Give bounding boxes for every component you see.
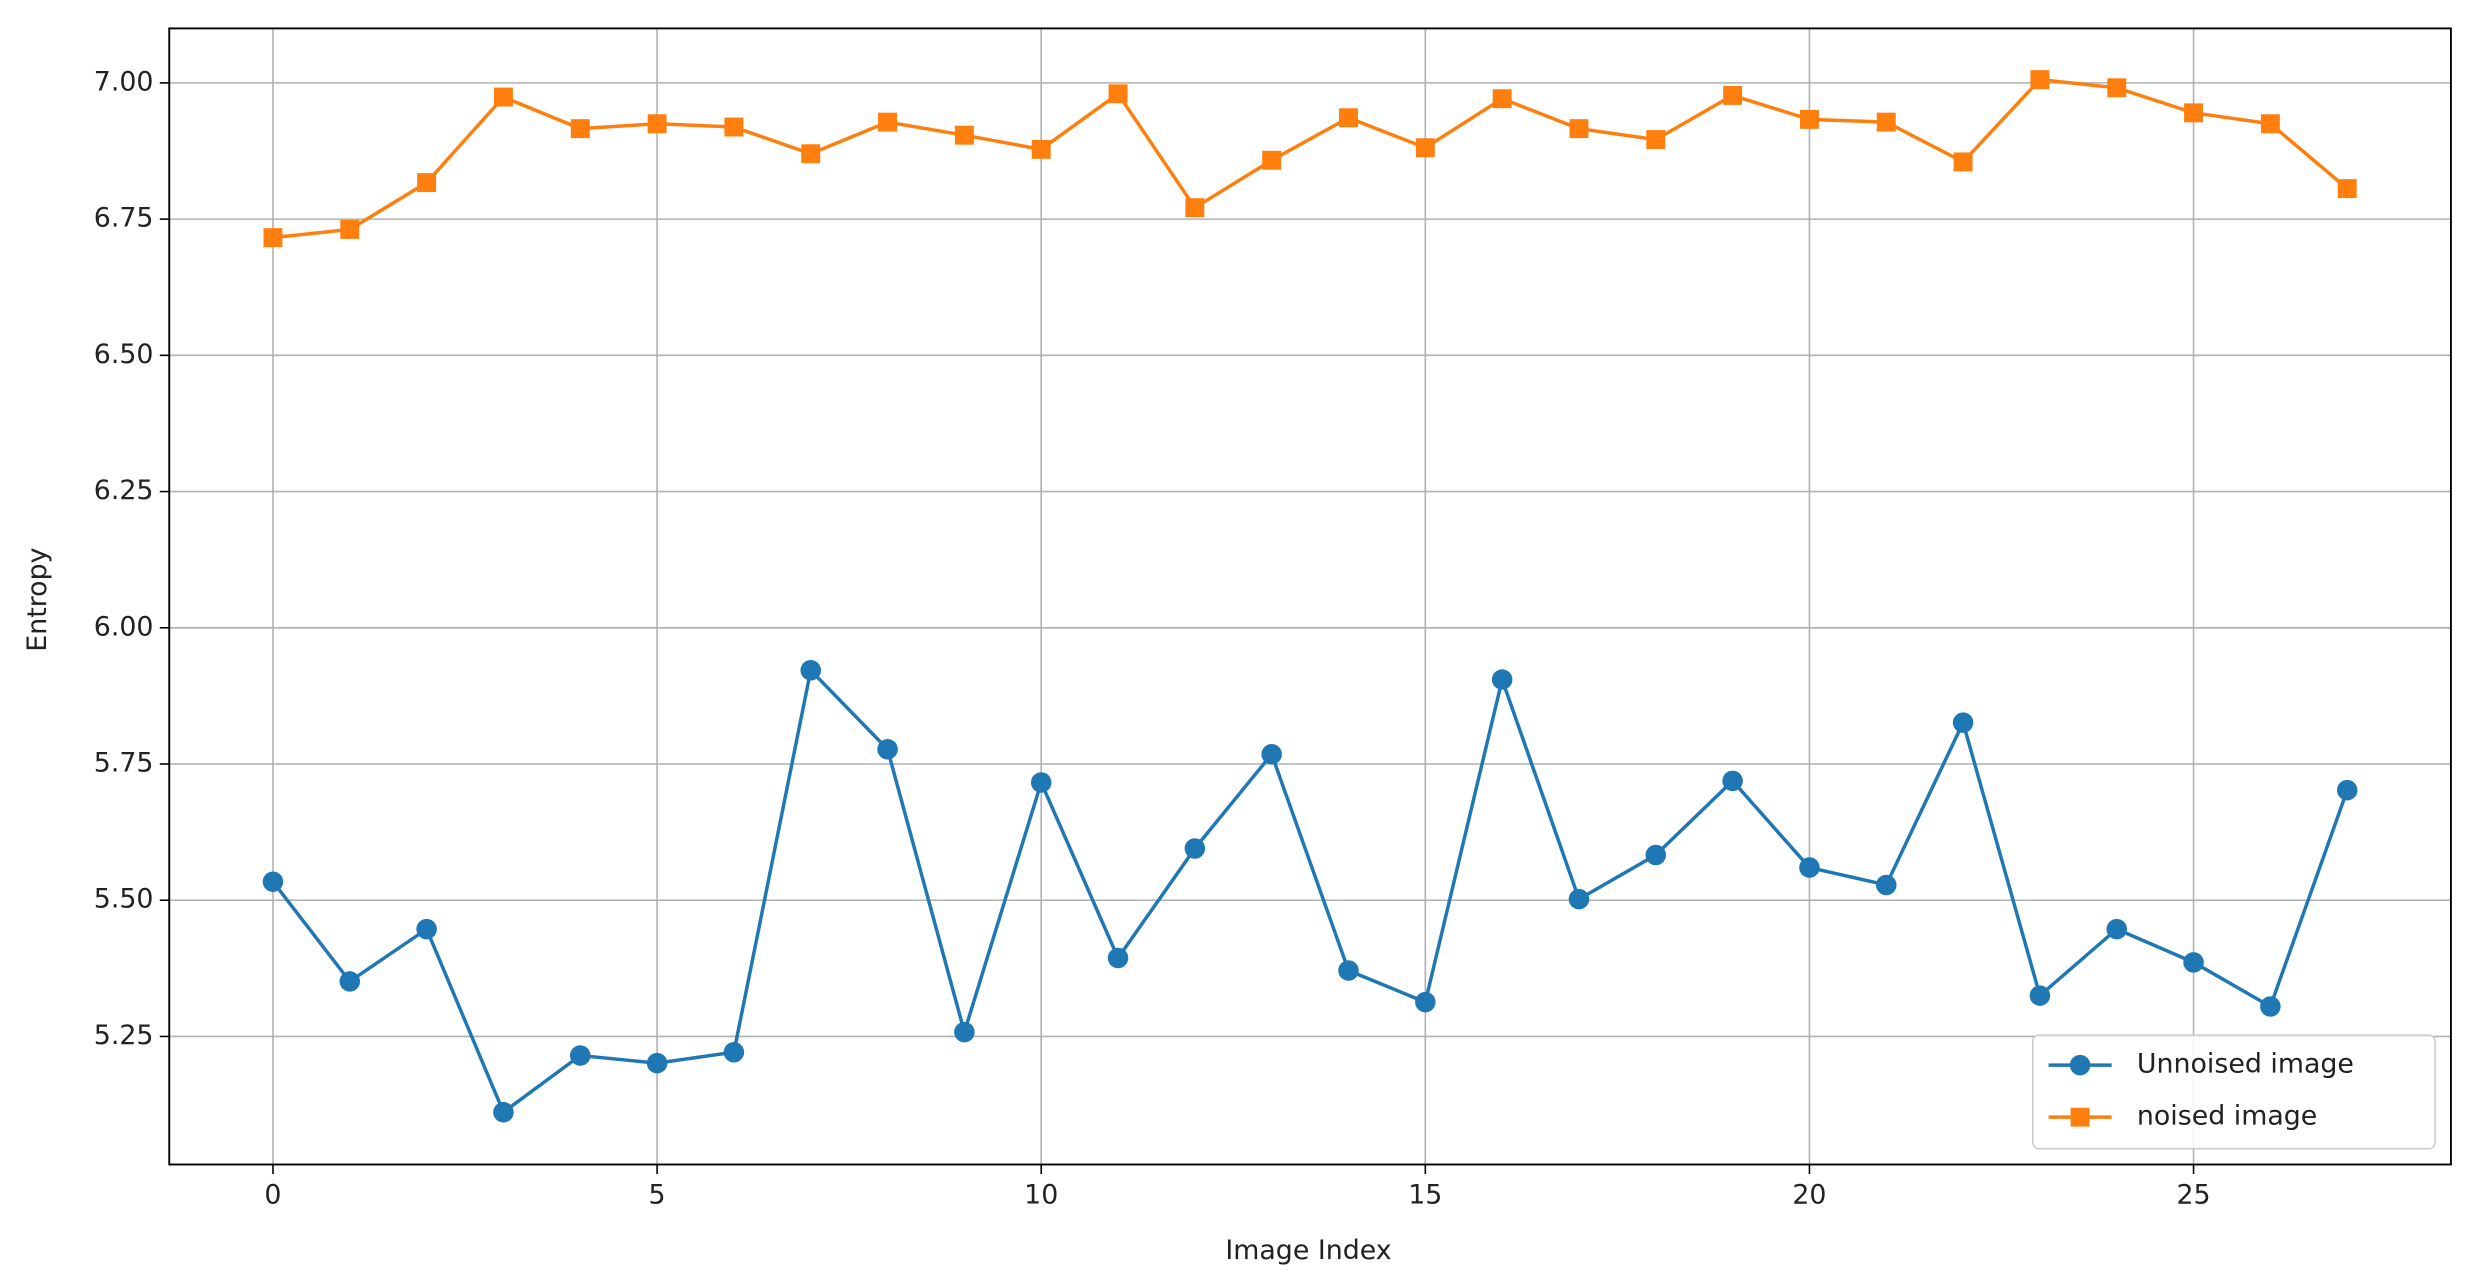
y-tick-label: 6.50	[94, 339, 154, 370]
y-tick-label: 7.00	[94, 66, 154, 97]
y-tick-label: 6.00	[94, 611, 154, 642]
marker	[493, 1101, 514, 1123]
y-tick-label: 5.25	[94, 1020, 154, 1051]
x-tick-label: 20	[1792, 1180, 1826, 1211]
y-tick-label: 5.75	[94, 748, 154, 779]
x-tick-label: 5	[649, 1180, 666, 1211]
marker	[2070, 1107, 2090, 1127]
marker	[1876, 112, 1896, 132]
marker	[646, 1052, 668, 1074]
marker	[1876, 874, 1897, 896]
marker	[2184, 103, 2204, 123]
marker	[1185, 198, 1205, 218]
x-axis-label: Image Index	[1225, 1235, 1391, 1266]
marker	[1107, 947, 1129, 969]
marker	[1030, 772, 1052, 793]
legend-box	[2031, 1034, 2436, 1150]
marker	[800, 660, 821, 681]
marker	[493, 87, 513, 107]
marker	[340, 219, 360, 239]
line	[271, 666, 2349, 1115]
marker	[2069, 1054, 2091, 1076]
marker	[1492, 89, 1512, 109]
marker	[1645, 844, 1667, 866]
marker	[417, 173, 437, 193]
y-tick-label: 6.75	[94, 203, 154, 234]
marker	[263, 228, 283, 248]
marker	[1491, 669, 1513, 690]
marker	[2336, 779, 2358, 801]
marker	[1952, 712, 1974, 733]
y-tick-label: 5.50	[94, 884, 154, 915]
marker	[1184, 838, 1206, 859]
legend-label: Unnoised image	[2137, 1049, 2354, 1080]
marker	[570, 1045, 591, 1066]
marker	[877, 739, 898, 760]
marker	[878, 112, 898, 132]
line	[272, 77, 2349, 240]
marker	[339, 971, 361, 992]
marker	[1568, 888, 1590, 910]
marker	[1723, 85, 1743, 105]
marker	[2030, 70, 2050, 90]
marker	[954, 1021, 975, 1043]
marker	[1799, 857, 1820, 878]
marker	[2106, 918, 2127, 940]
x-tick-label: 0	[264, 1180, 281, 1211]
y-tick-label: 6.25	[94, 475, 154, 506]
marker	[647, 114, 667, 134]
marker	[2183, 952, 2204, 973]
marker	[2260, 114, 2280, 134]
marker	[1262, 150, 1282, 170]
marker	[724, 117, 744, 137]
marker	[2029, 985, 2051, 1006]
marker	[1261, 743, 1282, 765]
marker	[1338, 960, 1359, 981]
marker	[1415, 138, 1435, 158]
marker	[1031, 139, 1051, 159]
x-tick-label: 10	[1024, 1180, 1058, 1211]
marker	[954, 125, 974, 145]
marker	[1108, 84, 1128, 104]
marker	[570, 119, 590, 139]
marker	[1722, 770, 1743, 792]
marker	[2107, 78, 2127, 98]
marker	[1569, 119, 1589, 139]
marker	[2337, 179, 2357, 199]
marker	[1799, 109, 1819, 129]
marker	[2260, 996, 2281, 1017]
marker	[801, 144, 821, 164]
x-tick-label: 15	[1408, 1180, 1442, 1211]
plot-frame	[168, 27, 2452, 1166]
legend-label: noised image	[2137, 1101, 2317, 1132]
marker	[1339, 108, 1358, 128]
marker	[262, 871, 284, 892]
marker	[1415, 991, 1436, 1013]
y-axis-label: Entropy	[22, 547, 53, 651]
marker	[1646, 130, 1666, 150]
marker	[416, 918, 437, 940]
marker	[1953, 152, 1973, 172]
x-tick-label: 25	[2176, 1180, 2210, 1211]
marker	[723, 1041, 745, 1063]
